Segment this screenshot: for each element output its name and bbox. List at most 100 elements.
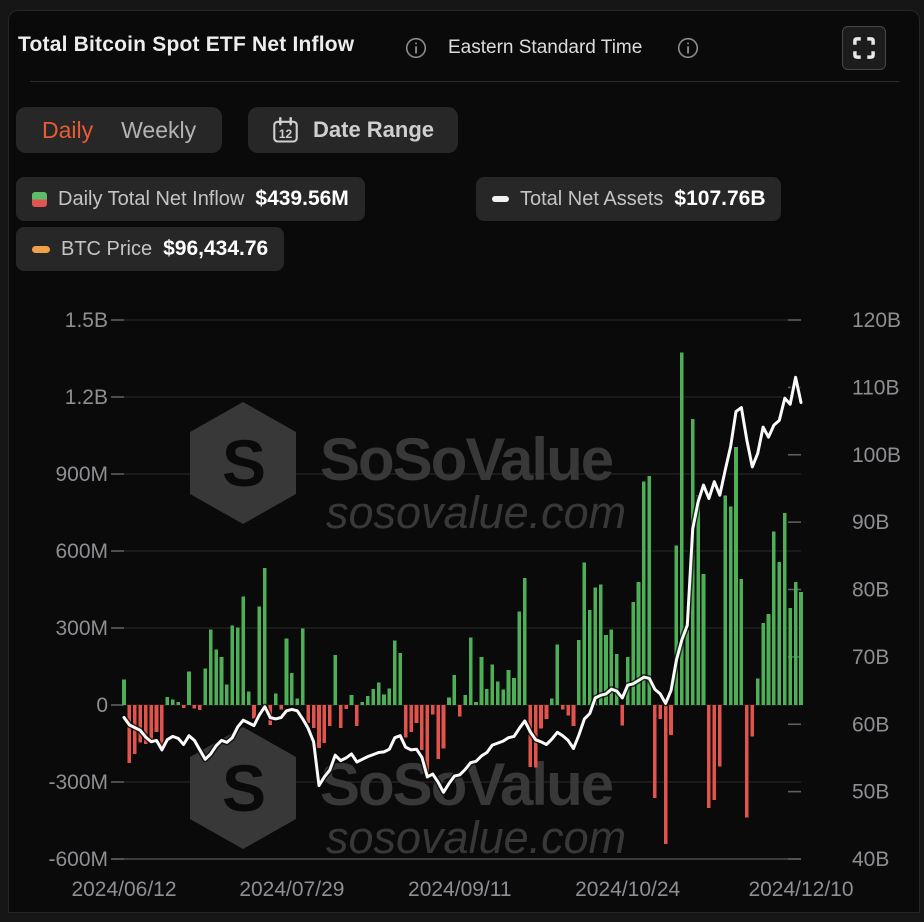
bar: [328, 705, 332, 726]
bar: [154, 705, 159, 733]
fullscreen-button[interactable]: [842, 26, 886, 70]
bar: [127, 705, 132, 764]
legend-item-btc-price[interactable]: BTC Price $96,434.76: [16, 227, 285, 271]
page-title: Total Bitcoin Spot ETF Net Inflow: [18, 33, 355, 56]
bar: [208, 629, 213, 705]
right-axis-tick-label: 80B: [852, 579, 889, 602]
title-info-icon[interactable]: [404, 36, 428, 60]
bar: [187, 671, 191, 705]
date-range-label: Date Range: [313, 117, 435, 142]
bar: [728, 506, 733, 705]
bar: [544, 705, 549, 719]
bar: [138, 705, 143, 743]
chart-card: [8, 10, 920, 913]
bar: [322, 705, 327, 744]
bar: [170, 699, 175, 705]
btc-price-legend-icon: [32, 245, 50, 253]
bar: [219, 656, 224, 705]
legend-item-net-inflow[interactable]: Daily Total Net Inflow $439.56M: [16, 177, 365, 221]
bar: [273, 693, 278, 705]
x-axis-tick-label: 2024/10/24: [575, 878, 680, 901]
bar: [555, 644, 560, 705]
x-axis-tick-label: 2024/06/12: [71, 878, 176, 901]
bar: [382, 694, 386, 705]
tab-daily[interactable]: Daily: [42, 116, 94, 143]
bar: [122, 679, 126, 705]
bar: [452, 674, 457, 705]
timezone-info-icon[interactable]: [676, 36, 700, 60]
bar: [539, 705, 543, 729]
bar: [788, 608, 792, 705]
bar: [571, 705, 576, 726]
right-axis-tick-label: 40B: [852, 848, 889, 871]
bar: [625, 656, 630, 705]
bar: [376, 682, 381, 705]
bar: [707, 705, 711, 808]
bar: [360, 702, 365, 705]
bar: [317, 705, 321, 749]
bar: [512, 677, 516, 705]
net-assets-legend-icon: [492, 196, 509, 202]
legend-item-net-assets[interactable]: Total Net Assets $107.76B: [476, 177, 782, 221]
bar: [246, 691, 251, 705]
net-inflow-label: Daily Total Net Inflow: [58, 187, 245, 210]
bar: [241, 596, 245, 705]
calendar-day-number: 12: [279, 126, 293, 140]
bar: [658, 705, 662, 720]
bar: [745, 705, 749, 818]
timezone-label: Eastern Standard Time: [448, 37, 643, 58]
bar: [290, 673, 294, 705]
bar: [723, 495, 727, 705]
bar: [636, 582, 641, 705]
bar: [387, 688, 392, 705]
x-axis-tick-label: 2024/12/10: [748, 878, 853, 901]
interval-tabs: Daily Weekly: [16, 107, 223, 153]
left-axis-tick-label: -600M: [48, 848, 108, 871]
bar: [414, 705, 419, 724]
left-axis-tick-label: 600M: [55, 540, 108, 563]
left-axis-tick-label: 1.5B: [65, 309, 108, 332]
bar: [755, 678, 760, 705]
watermark-domain-text: sosovalue.com: [326, 487, 626, 538]
bar: [652, 705, 657, 799]
bar: [263, 567, 267, 705]
bar: [430, 705, 435, 715]
bar: [338, 705, 343, 728]
bar: [181, 705, 186, 709]
bar: [712, 705, 717, 801]
tab-weekly[interactable]: Weekly: [121, 116, 197, 143]
bar: [295, 698, 300, 705]
right-axis-tick-label: 120B: [852, 309, 901, 332]
bar: [793, 582, 798, 705]
bar: [566, 705, 570, 716]
net-assets-value: $107.76B: [674, 187, 766, 210]
bar: [149, 705, 153, 741]
bar: [598, 584, 603, 705]
bar: [214, 649, 218, 705]
bar: [355, 705, 359, 726]
bar: [799, 592, 803, 705]
bar: [685, 629, 690, 705]
bar: [495, 681, 500, 705]
bar: [490, 664, 495, 705]
btc-price-value: $96,434.76: [163, 237, 269, 260]
left-axis-tick-label: 1.2B: [65, 386, 108, 409]
total-net-assets-line: [122, 375, 803, 794]
right-axis-tick-label: 100B: [852, 444, 901, 467]
watermark-brand-text: SoSoValue: [320, 426, 613, 493]
net-inflow-value: $439.56M: [255, 187, 349, 210]
bar: [696, 495, 700, 705]
bar: [436, 705, 440, 760]
bar: [620, 705, 625, 726]
net-inflow-legend-icon: [32, 191, 47, 207]
bar: [311, 705, 316, 729]
bar: [772, 531, 776, 705]
bar: [604, 634, 608, 705]
bar: [306, 705, 310, 724]
date-range-button[interactable]: 12 Date Range: [248, 107, 459, 153]
bar: [160, 705, 164, 750]
bar: [371, 689, 375, 705]
left-axis-tick-label: -300M: [48, 771, 108, 794]
bar: [674, 545, 679, 705]
